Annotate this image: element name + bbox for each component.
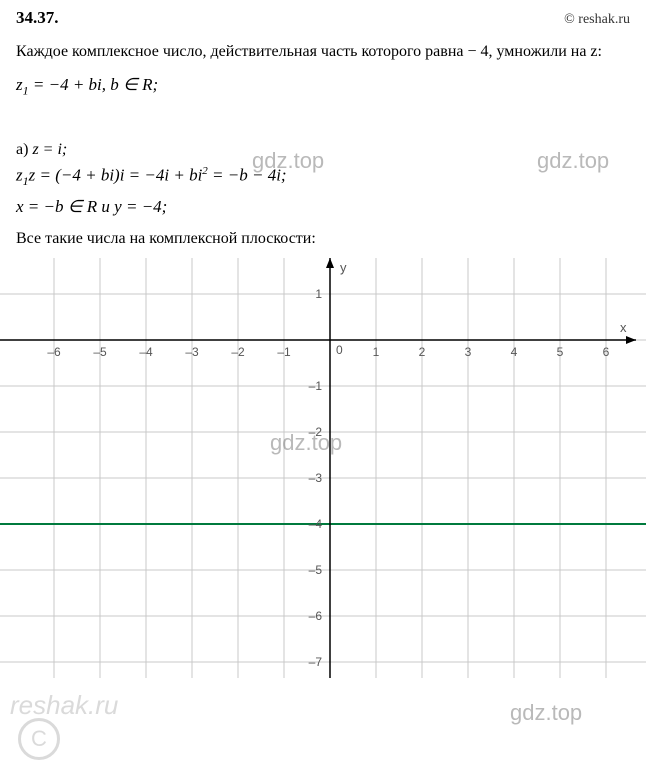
svg-text:–7: –7 xyxy=(309,655,323,669)
svg-text:0: 0 xyxy=(336,343,343,357)
svg-text:–2: –2 xyxy=(231,345,245,359)
svg-text:–3: –3 xyxy=(185,345,199,359)
svg-text:1: 1 xyxy=(315,287,322,301)
watermark-gdz-4: gdz.top xyxy=(510,700,582,726)
svg-text:2: 2 xyxy=(419,345,426,359)
problem-number: 34.37. xyxy=(16,8,59,28)
svg-text:–5: –5 xyxy=(93,345,107,359)
copyright-text: © reshak.ru xyxy=(564,12,630,28)
svg-text:y: y xyxy=(340,260,347,275)
svg-text:1: 1 xyxy=(373,345,380,359)
svg-text:–3: –3 xyxy=(309,471,323,485)
svg-text:6: 6 xyxy=(603,345,610,359)
problem-statement: Каждое комплексное число, действительная… xyxy=(0,32,646,71)
svg-text:3: 3 xyxy=(465,345,472,359)
part-a-label: а) z = i; xyxy=(0,133,646,161)
conclusion-text: Все такие числа на комплексной плоскости… xyxy=(0,221,646,254)
svg-text:–5: –5 xyxy=(309,563,323,577)
svg-text:–2: –2 xyxy=(309,425,323,439)
svg-text:–1: –1 xyxy=(277,345,291,359)
equation-xy: x = −b ∈ R и y = −4; xyxy=(0,193,646,221)
svg-text:x: x xyxy=(620,320,627,335)
svg-text:–1: –1 xyxy=(309,379,323,393)
svg-text:–6: –6 xyxy=(47,345,61,359)
svg-text:–4: –4 xyxy=(309,517,323,531)
watermark-reshak: reshak.ru xyxy=(10,690,118,721)
svg-text:5: 5 xyxy=(557,345,564,359)
watermark-copyright-c: C xyxy=(18,718,60,760)
equation-product: z1z = (−4 + bi)i = −4i + bi2 = −b − 4i; xyxy=(0,161,646,193)
svg-text:4: 4 xyxy=(511,345,518,359)
svg-text:–6: –6 xyxy=(309,609,323,623)
complex-plane-graph: –6 –5 –4 –3 –2 –1 0 1 2 3 4 5 6 –7 –6 –5 –4 –3 –2 –1 1 x y xyxy=(0,254,646,683)
equation-z1: z1 = −4 + bi, b ∈ R; xyxy=(0,71,646,102)
svg-text:–4: –4 xyxy=(139,345,153,359)
